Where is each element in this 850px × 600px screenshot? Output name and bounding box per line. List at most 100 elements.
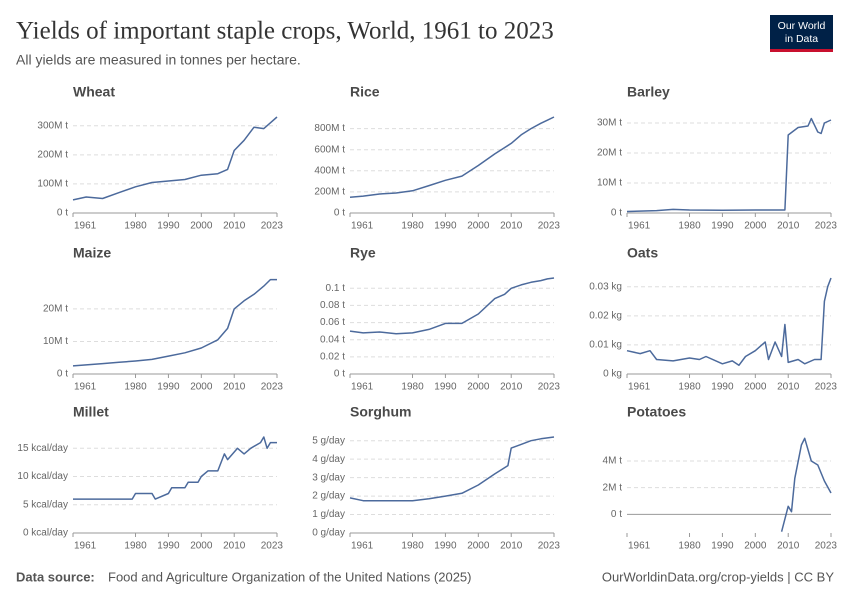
x-tick-label: 1961: [351, 221, 374, 232]
y-tick-label: 400M t: [314, 165, 345, 176]
y-tick-label: 600M t: [314, 144, 345, 155]
x-tick-label: 2000: [744, 382, 767, 393]
x-tick-label: 1990: [157, 221, 180, 232]
panel-title: Maize: [73, 245, 111, 261]
panel-title: Oats: [627, 245, 658, 261]
y-tick-label: 0 g/day: [312, 528, 345, 539]
logo-box: [770, 15, 833, 52]
panel-title: Rice: [350, 84, 380, 100]
panel-title: Rye: [350, 245, 376, 261]
x-tick-label: 2023: [538, 221, 561, 232]
x-tick-label: 1961: [351, 382, 374, 393]
y-tick-label: 2M t: [603, 482, 623, 493]
panel-title: Millet: [73, 404, 109, 420]
series-line: [349, 277, 555, 335]
y-tick-label: 300M t: [37, 120, 68, 131]
x-tick-label: 2010: [500, 382, 523, 393]
series-line: [72, 278, 277, 367]
x-tick-label: 2000: [467, 541, 490, 552]
logo-underline: [770, 49, 833, 52]
series-line: [626, 117, 832, 213]
y-tick-label: 5 g/day: [312, 435, 345, 446]
source-label: Data source:: [16, 569, 95, 584]
x-tick-label: 1990: [434, 382, 457, 393]
x-tick-label: 2023: [261, 382, 284, 393]
series-line: [73, 436, 277, 500]
x-tick-label: 1990: [434, 221, 457, 232]
y-tick-label: 15 kcal/day: [17, 443, 68, 454]
y-tick-label: 200M t: [314, 187, 345, 198]
panel-title: Sorghum: [350, 404, 411, 420]
y-tick-label: 0 t: [334, 369, 345, 380]
y-tick-label: 0.03 kg: [589, 281, 622, 292]
x-tick-label: 1980: [401, 221, 424, 232]
x-tick-label: 1990: [711, 541, 734, 552]
x-tick-label: 2010: [777, 541, 800, 552]
series-line: [780, 437, 832, 532]
x-tick-label: 2010: [777, 382, 800, 393]
y-tick-label: 4M t: [603, 456, 623, 467]
series-line: [349, 116, 555, 198]
y-tick-label: 0.02 kg: [589, 310, 622, 321]
logo-text: Our World: [778, 20, 826, 32]
x-tick-label: 1980: [124, 541, 147, 552]
y-tick-label: 0.01 kg: [589, 340, 622, 351]
y-tick-label: 0 kg: [603, 369, 622, 380]
x-tick-label: 1961: [628, 221, 651, 232]
y-tick-label: 800M t: [314, 123, 345, 134]
x-tick-label: 2010: [223, 541, 246, 552]
y-tick-label: 0 t: [611, 208, 622, 219]
series-line: [626, 277, 832, 367]
x-tick-label: 1961: [351, 541, 374, 552]
x-tick-label: 2010: [777, 221, 800, 232]
y-tick-label: 0 t: [57, 208, 68, 219]
y-tick-label: 4 g/day: [312, 454, 345, 465]
x-tick-label: 2010: [223, 221, 246, 232]
x-tick-label: 1961: [74, 541, 97, 552]
x-tick-label: 2023: [261, 541, 284, 552]
x-tick-label: 1990: [157, 541, 180, 552]
x-tick-label: 2010: [223, 382, 246, 393]
y-tick-label: 100M t: [37, 179, 68, 190]
x-tick-label: 2000: [190, 221, 213, 232]
url-license[interactable]: OurWorldinData.org/crop-yields | CC BY: [602, 569, 834, 584]
y-tick-label: 0 t: [334, 208, 345, 219]
x-tick-label: 1990: [711, 221, 734, 232]
x-tick-label: 1961: [74, 221, 97, 232]
y-tick-label: 0 kcal/day: [23, 528, 68, 539]
x-tick-label: 2023: [815, 382, 838, 393]
x-tick-label: 2023: [261, 221, 284, 232]
x-tick-label: 1990: [157, 382, 180, 393]
panel-title: Wheat: [73, 84, 115, 100]
y-tick-label: 2 g/day: [312, 491, 345, 502]
y-tick-label: 0 t: [57, 369, 68, 380]
x-tick-label: 2010: [500, 541, 523, 552]
x-tick-label: 1980: [678, 541, 701, 552]
y-tick-label: 10M t: [597, 178, 622, 189]
y-tick-label: 0.06 t: [320, 317, 345, 328]
x-tick-label: 1961: [74, 382, 97, 393]
x-tick-label: 2000: [467, 382, 490, 393]
y-tick-label: 0.1 t: [326, 283, 346, 294]
y-tick-label: 3 g/day: [312, 472, 345, 483]
x-tick-label: 1990: [434, 541, 457, 552]
x-tick-label: 2023: [538, 382, 561, 393]
chart-title: Yields of important staple crops, World,…: [16, 18, 554, 45]
series-line: [349, 436, 555, 502]
x-tick-label: 2023: [538, 541, 561, 552]
y-tick-label: 0.02 t: [320, 351, 345, 362]
y-tick-label: 0.08 t: [320, 300, 345, 311]
y-tick-label: 30M t: [597, 118, 622, 129]
panel-title: Potatoes: [627, 404, 686, 420]
logo[interactable]: Our World in Data: [770, 15, 833, 52]
x-tick-label: 2000: [744, 221, 767, 232]
x-tick-label: 1961: [628, 382, 651, 393]
y-tick-label: 10 kcal/day: [17, 471, 68, 482]
series-line: [72, 116, 278, 201]
x-tick-label: 2000: [190, 382, 213, 393]
y-tick-label: 0 t: [611, 509, 622, 520]
x-tick-label: 2000: [190, 541, 213, 552]
panel-title: Barley: [627, 84, 670, 100]
subtitle: All yields are measured in tonnes per he…: [16, 52, 301, 68]
